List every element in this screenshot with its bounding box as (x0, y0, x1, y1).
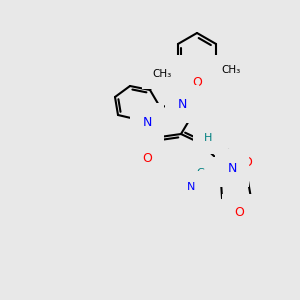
Text: CH₃: CH₃ (152, 69, 172, 79)
Text: C: C (196, 168, 204, 178)
Text: N: N (177, 98, 187, 110)
Text: N: N (187, 182, 195, 192)
Text: N: N (142, 116, 152, 128)
Text: O: O (242, 155, 252, 169)
Text: O: O (192, 76, 202, 88)
Text: O: O (142, 152, 152, 164)
Text: CH₃: CH₃ (221, 65, 241, 75)
Text: O: O (234, 206, 244, 220)
Text: N: N (227, 161, 237, 175)
Text: H: H (204, 133, 212, 143)
Text: CH₃: CH₃ (153, 65, 172, 75)
